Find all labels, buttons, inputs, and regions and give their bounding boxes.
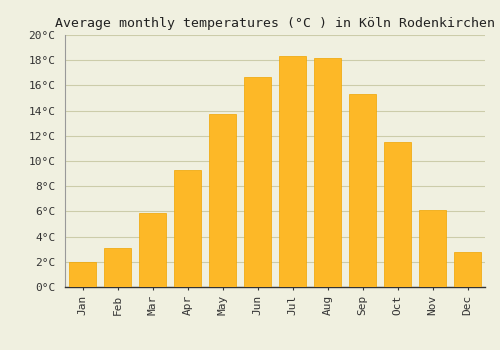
Bar (244, 77, 270, 287)
Bar (70, 262, 96, 287)
Bar (280, 56, 305, 287)
Bar (140, 213, 166, 287)
Bar (420, 210, 446, 287)
Bar (210, 114, 236, 287)
Bar (314, 58, 340, 287)
Bar (174, 170, 201, 287)
Bar (384, 142, 410, 287)
Title: Average monthly temperatures (°C ) in Köln Rodenkirchen: Average monthly temperatures (°C ) in Kö… (55, 17, 495, 30)
Bar (350, 94, 376, 287)
Bar (104, 248, 130, 287)
Bar (454, 252, 480, 287)
